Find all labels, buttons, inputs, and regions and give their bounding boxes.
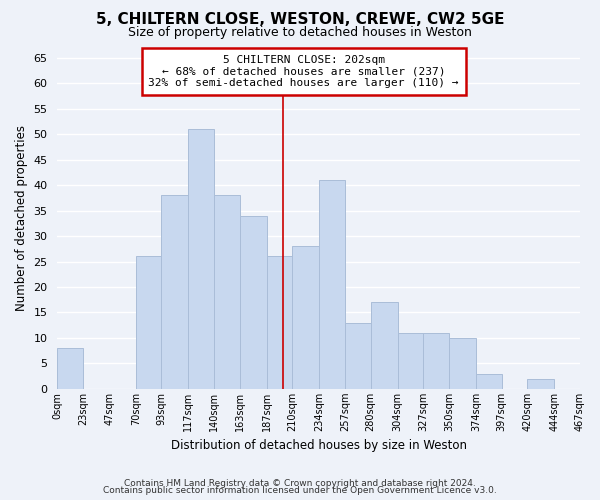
Bar: [136, 256, 161, 389]
Bar: [292, 246, 319, 389]
Bar: [398, 333, 424, 389]
Bar: [161, 196, 188, 389]
Text: 5 CHILTERN CLOSE: 202sqm
← 68% of detached houses are smaller (237)
32% of semi-: 5 CHILTERN CLOSE: 202sqm ← 68% of detach…: [148, 55, 459, 88]
Bar: [371, 302, 398, 389]
Bar: [580, 378, 600, 389]
Text: Contains HM Land Registry data © Crown copyright and database right 2024.: Contains HM Land Registry data © Crown c…: [124, 478, 476, 488]
Bar: [527, 378, 554, 389]
Bar: [214, 196, 240, 389]
Bar: [476, 374, 502, 389]
Text: Size of property relative to detached houses in Weston: Size of property relative to detached ho…: [128, 26, 472, 39]
Bar: [319, 180, 345, 389]
Text: 5, CHILTERN CLOSE, WESTON, CREWE, CW2 5GE: 5, CHILTERN CLOSE, WESTON, CREWE, CW2 5G…: [96, 12, 504, 28]
Text: Contains public sector information licensed under the Open Government Licence v3: Contains public sector information licen…: [103, 486, 497, 495]
Bar: [240, 216, 266, 389]
Y-axis label: Number of detached properties: Number of detached properties: [15, 125, 28, 311]
Bar: [424, 333, 449, 389]
Bar: [266, 256, 292, 389]
Bar: [345, 322, 371, 389]
Bar: [188, 129, 214, 389]
Bar: [449, 338, 476, 389]
Bar: [58, 348, 83, 389]
X-axis label: Distribution of detached houses by size in Weston: Distribution of detached houses by size …: [171, 440, 467, 452]
